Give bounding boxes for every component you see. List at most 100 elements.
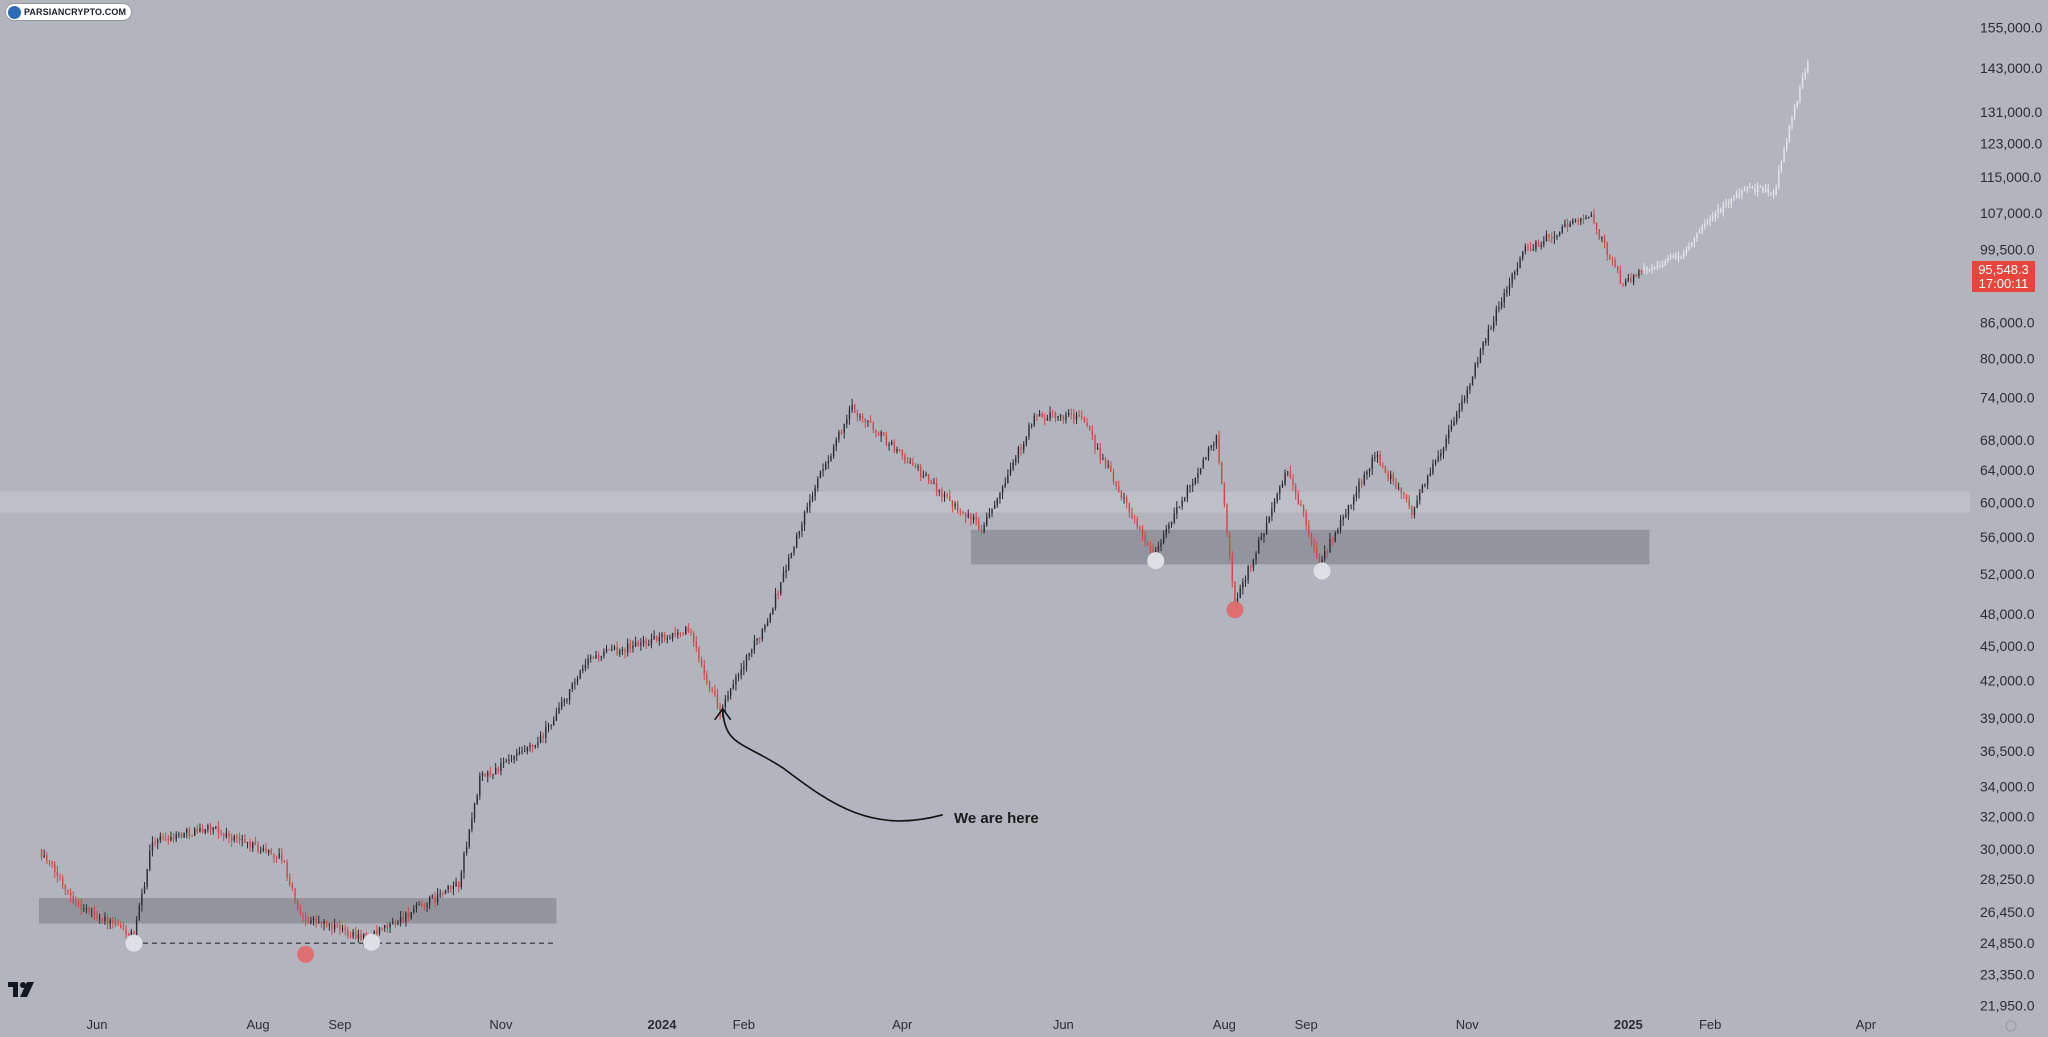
price-candle	[162, 836, 164, 839]
price-candle	[473, 803, 476, 819]
projection-candle	[1690, 242, 1693, 246]
price-candle	[1125, 497, 1128, 504]
time-tick-label: Nov	[1456, 1017, 1480, 1032]
candles-layer	[40, 208, 1643, 946]
price-candle	[236, 836, 238, 838]
price-candle	[724, 699, 727, 707]
price-candle	[714, 690, 716, 696]
price-candle	[959, 511, 962, 513]
price-candle	[1477, 362, 1479, 364]
price-candle	[1102, 458, 1104, 460]
price-candle	[1289, 471, 1292, 479]
price-candle	[1408, 499, 1410, 507]
price-candle	[1012, 462, 1014, 469]
price-candle	[40, 849, 43, 858]
projection-candle	[1683, 253, 1685, 257]
price-candle	[1548, 234, 1550, 238]
tradingview-logo-icon[interactable]	[6, 980, 40, 1000]
price-tick-label: 34,000.0	[1980, 778, 2035, 794]
price-candle	[402, 916, 404, 922]
price-candle	[54, 863, 56, 872]
price-candle	[1104, 458, 1107, 467]
price-candle	[1635, 275, 1637, 277]
price-candle	[460, 872, 463, 888]
support-zone-2024	[970, 529, 1650, 565]
price-candle	[347, 930, 349, 936]
price-candle	[883, 432, 885, 436]
price-candle	[521, 751, 523, 753]
price-candle	[516, 753, 518, 756]
price-candle	[600, 656, 602, 658]
price-candle	[1210, 445, 1212, 448]
projection-candle	[1788, 125, 1791, 142]
projection-layer	[1643, 59, 1809, 275]
projection-candle	[1664, 261, 1666, 266]
price-candle	[1252, 559, 1255, 568]
price-candle	[867, 420, 869, 423]
price-candle	[663, 634, 666, 640]
price-candle	[1202, 459, 1204, 469]
price-candle	[399, 916, 402, 923]
price-candle	[447, 885, 449, 890]
price-candle	[1273, 501, 1276, 509]
projection-candle	[1735, 193, 1738, 198]
price-candle	[267, 850, 270, 853]
price-candle	[1287, 471, 1289, 473]
price-axis[interactable]: 155,000.0 143,000.0 131,000.0 123,000.0 115,…	[1980, 20, 2042, 1014]
price-tick-label: 60,000.0	[1980, 494, 2035, 510]
price-candle	[613, 646, 616, 650]
price-candle	[795, 535, 798, 548]
price-candle	[1392, 474, 1395, 482]
price-candle	[410, 912, 412, 919]
price-candle	[1450, 425, 1453, 430]
price-candle	[761, 629, 764, 640]
price-candle	[85, 907, 88, 909]
price-candle	[178, 833, 180, 835]
price-candle	[241, 839, 243, 841]
time-axis[interactable]: Jun Aug Sep Nov 2024 Feb Apr Jun Aug Sep Nov 2025 Fe…	[87, 1017, 1877, 1032]
price-candle	[1558, 232, 1561, 236]
price-candle	[592, 657, 595, 659]
price-candle	[579, 670, 581, 679]
price-candle	[307, 921, 309, 924]
price-candle	[711, 688, 713, 691]
time-tick-label: Nov	[489, 1017, 513, 1032]
price-candle	[608, 649, 610, 651]
price-candle	[1057, 416, 1059, 418]
price-candle	[954, 503, 956, 507]
price-candle	[1424, 484, 1426, 486]
price-candle	[365, 933, 367, 937]
price-candle	[257, 844, 259, 851]
price-candle	[1213, 444, 1215, 446]
projection-candle	[1778, 169, 1780, 188]
price-candle	[1514, 271, 1516, 275]
low-marker-white	[125, 934, 143, 952]
price-candle	[896, 449, 898, 452]
price-candle	[912, 462, 914, 466]
price-candle	[537, 742, 539, 745]
price-candle	[318, 921, 320, 923]
price-candle	[1421, 485, 1424, 493]
price-candle	[785, 570, 787, 573]
price-candle	[996, 499, 999, 505]
price-candle	[1355, 492, 1358, 497]
price-candle	[1490, 328, 1492, 330]
price-candle	[1107, 465, 1109, 467]
price-candle	[442, 893, 444, 895]
price-candle	[801, 524, 803, 532]
price-candle	[1049, 412, 1051, 419]
price-candle	[587, 658, 589, 665]
price-candle	[999, 492, 1001, 500]
price-candle	[1313, 544, 1315, 548]
price-candle	[904, 455, 906, 463]
settings-icon[interactable]	[2005, 1020, 2017, 1032]
price-candle	[524, 751, 526, 753]
price-candle	[360, 934, 362, 940]
price-candle	[1329, 539, 1331, 553]
price-candle	[619, 651, 621, 654]
price-candle	[378, 927, 381, 934]
price-candle	[1297, 493, 1299, 504]
price-candle	[1133, 518, 1136, 520]
price-candle	[1176, 506, 1178, 514]
